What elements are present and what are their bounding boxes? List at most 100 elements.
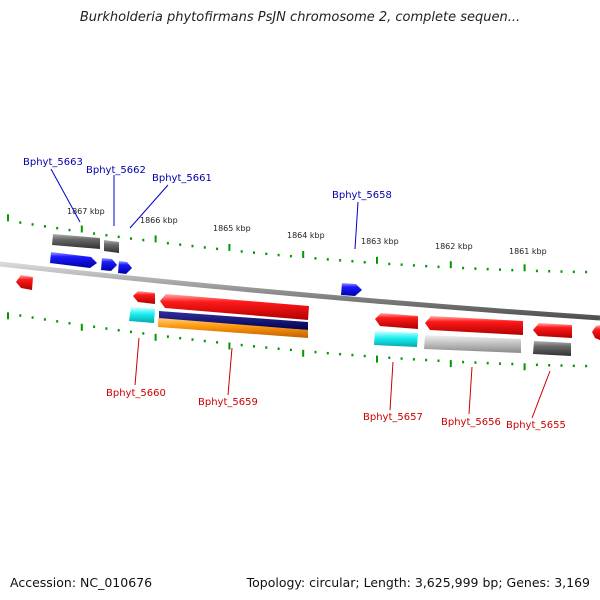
scale-labels: 1867 kbp 1866 kbp 1865 kbp 1864 kbp 1863… (67, 207, 547, 256)
gene-Bphyt_5659[interactable] (158, 318, 308, 338)
minor-tick (216, 341, 219, 344)
minor-tick (412, 264, 415, 267)
minor-tick (486, 361, 489, 365)
gene-label-Bphyt_5661[interactable]: Bphyt_5661 (152, 173, 212, 184)
gene-Bphyt_5656[interactable] (424, 335, 521, 353)
minor-tick (130, 330, 132, 334)
gene-Bphyt_5662-gray[interactable] (104, 240, 119, 253)
minor-tick (474, 361, 477, 364)
gene-Bphyt_5659-red[interactable] (160, 294, 309, 320)
minor-tick (240, 250, 243, 253)
major-tick (80, 225, 83, 233)
gene-left-edge[interactable] (16, 275, 33, 290)
minor-tick (400, 263, 403, 266)
gene-label-Bphyt_5658[interactable]: Bphyt_5658 (332, 190, 392, 201)
gene-track-top (50, 234, 362, 296)
minor-tick (93, 232, 96, 235)
gene-Bphyt_5657[interactable] (374, 331, 418, 347)
minor-tick (179, 243, 182, 246)
minor-tick (142, 332, 145, 335)
minor-tick (511, 362, 514, 366)
gene-Bphyt_5662[interactable] (101, 258, 117, 271)
gene-Bphyt_5661[interactable] (118, 261, 132, 274)
minor-tick (31, 223, 34, 226)
major-tick (449, 261, 452, 269)
scale-ticks-top (7, 214, 588, 274)
minor-tick (486, 267, 489, 271)
gene-Bphyt_5658[interactable] (341, 283, 362, 296)
gene-label-Bphyt_5662[interactable]: Bphyt_5662 (86, 165, 146, 176)
gene-label-Bphyt_5663[interactable]: Bphyt_5663 (23, 157, 83, 168)
gene-Bphyt_5655[interactable] (533, 341, 571, 356)
major-tick (80, 323, 83, 331)
minor-tick (499, 268, 501, 271)
minor-tick (363, 354, 366, 358)
gene-Bphyt_5663-gray[interactable] (52, 234, 100, 249)
minor-tick (499, 362, 501, 365)
minor-tick (117, 329, 120, 332)
minor-tick (19, 314, 22, 317)
minor-tick (425, 264, 428, 268)
minor-tick (535, 269, 538, 273)
minor-tick (117, 235, 120, 239)
gene-right-edge[interactable] (592, 325, 600, 340)
minor-tick (388, 356, 391, 359)
minor-tick (511, 268, 514, 272)
major-tick (302, 349, 305, 357)
minor-tick (572, 270, 575, 274)
minor-tick (388, 262, 391, 266)
major-tick (228, 342, 231, 350)
minor-tick (400, 357, 403, 360)
minor-tick (363, 261, 366, 264)
minor-tick (339, 352, 342, 356)
gene-label-Bphyt_5660[interactable]: Bphyt_5660 (106, 388, 166, 399)
minor-tick (56, 320, 59, 323)
gene-label-Bphyt_5659[interactable]: Bphyt_5659 (198, 397, 258, 408)
gene-label-Bphyt_5655[interactable]: Bphyt_5655 (506, 420, 566, 431)
minor-tick (43, 318, 46, 321)
gene-Bphyt_5656-red[interactable] (425, 316, 523, 335)
minor-tick (585, 364, 588, 368)
minor-tick (105, 327, 108, 330)
gene-Bphyt_5660[interactable] (129, 307, 155, 323)
scale-label: 1863 kbp (361, 237, 399, 246)
major-tick (154, 235, 157, 243)
minor-tick (166, 241, 169, 245)
minor-tick (191, 338, 194, 341)
gene-Bphyt_5659-navy[interactable] (159, 311, 308, 330)
gene-track-bottom (16, 275, 600, 356)
scale-label: 1864 kbp (287, 231, 325, 240)
minor-tick (277, 347, 280, 350)
label-lines (50, 168, 551, 419)
gene-Bphyt_5655-red[interactable] (533, 323, 572, 338)
minor-tick (130, 237, 132, 240)
minor-tick (19, 221, 22, 224)
major-tick (376, 256, 378, 264)
minor-tick (253, 251, 255, 254)
major-tick (523, 264, 526, 272)
gene-Bphyt_5663[interactable] (50, 252, 97, 268)
scale-label: 1862 kbp (435, 242, 473, 251)
minor-tick (265, 346, 268, 349)
minor-tick (326, 351, 329, 355)
minor-tick (265, 252, 268, 256)
major-tick (376, 355, 378, 363)
minor-tick (412, 358, 415, 361)
gene-Bphyt_5660-red[interactable] (133, 291, 155, 304)
gene-label-Bphyt_5657[interactable]: Bphyt_5657 (363, 412, 423, 423)
major-tick (449, 360, 452, 368)
map-title: Burkholderia phytofirmans PsJN chromosom… (79, 10, 521, 25)
minor-tick (339, 259, 342, 262)
minor-tick (572, 364, 575, 368)
gene-Bphyt_5657-red[interactable] (375, 313, 418, 329)
minor-tick (240, 343, 243, 347)
minor-tick (326, 258, 329, 261)
minor-tick (548, 364, 551, 367)
minor-tick (105, 234, 108, 237)
major-tick (7, 312, 9, 320)
gene-label-Bphyt_5656[interactable]: Bphyt_5656 (441, 417, 501, 428)
minor-tick (437, 265, 440, 269)
accession-text: Accession: NC_010676 (10, 575, 153, 590)
minor-tick (560, 270, 563, 273)
